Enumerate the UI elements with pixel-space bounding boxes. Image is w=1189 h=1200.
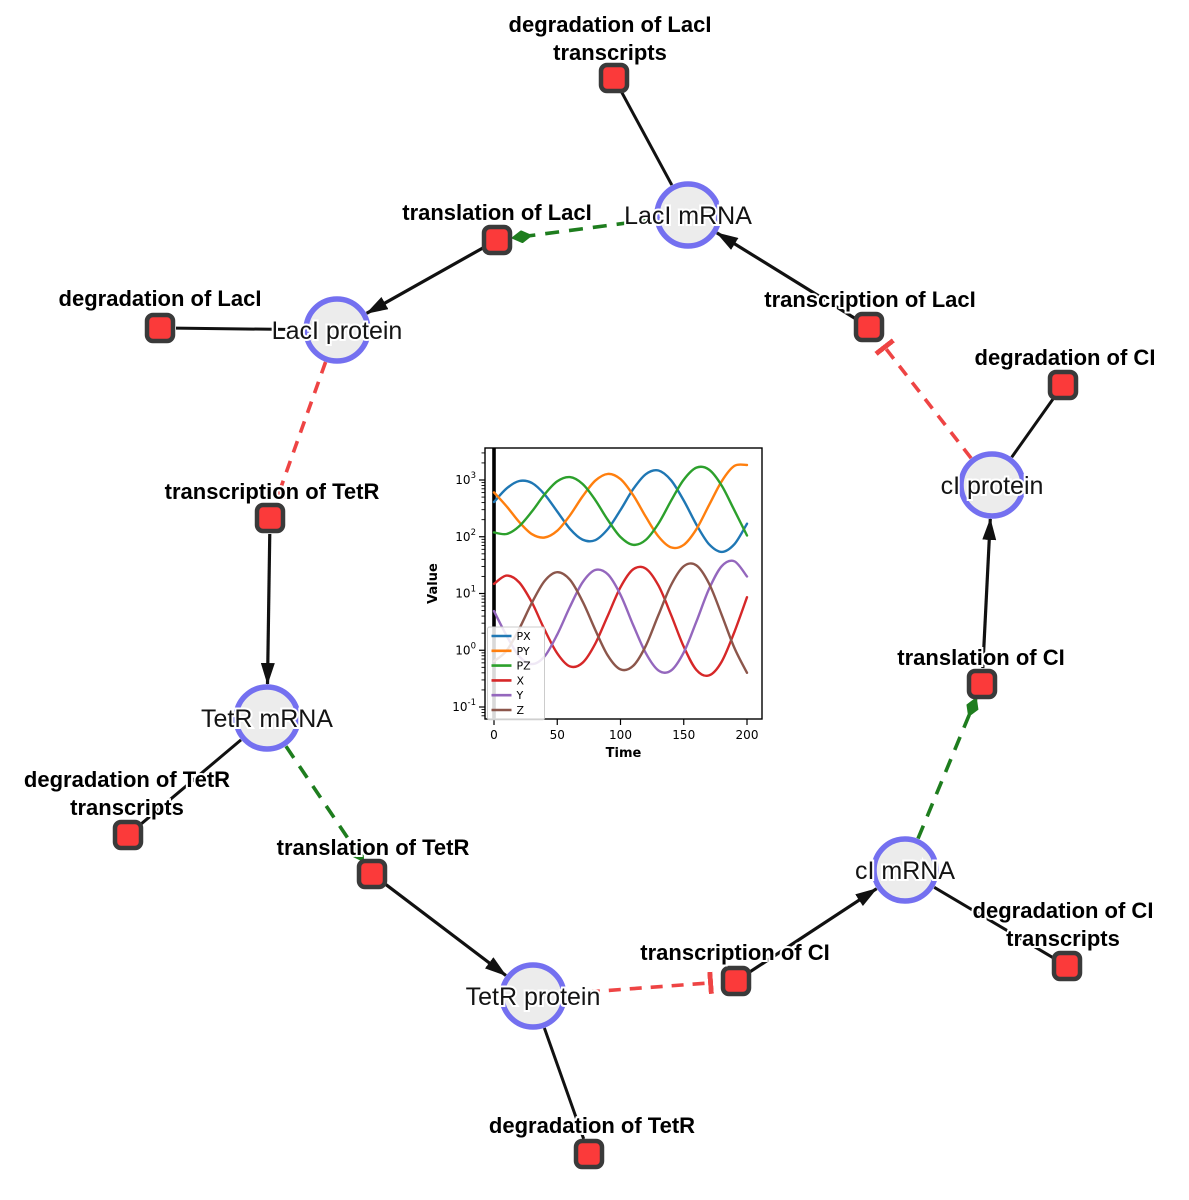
species-node-laci-mrna[interactable] bbox=[654, 181, 722, 249]
species-label-ci-protein: cI protein bbox=[941, 472, 1044, 500]
edge-inhibition-laci-protein-to-transcription-of-tetr bbox=[267, 361, 328, 501]
reaction-node-translation-of-tetr[interactable] bbox=[356, 858, 388, 890]
chart-legend-label-Z: Z bbox=[517, 704, 525, 717]
edge-production-translation-of-ci-to-ci-protein bbox=[981, 517, 997, 669]
chart-xtick-150: 150 bbox=[672, 728, 695, 742]
chart-ylabel: Value bbox=[426, 563, 441, 604]
reaction-label-translation-of-tetr: translation of TetR bbox=[277, 835, 470, 860]
edge-consumption-tetr-mrna-to-degradation-of-tetr-transcripts bbox=[139, 738, 242, 826]
reaction-node-degradation-of-laci[interactable] bbox=[144, 312, 176, 344]
reaction-node-degradation-of-laci-transcripts[interactable] bbox=[598, 62, 630, 94]
chart-legend-label-X: X bbox=[517, 674, 525, 687]
reaction-label-transcription-of-tetr: transcription of TetR bbox=[165, 479, 380, 504]
chart-xtick-100: 100 bbox=[609, 728, 632, 742]
reaction-label-degradation-of-tetr: degradation of TetR bbox=[489, 1113, 695, 1138]
chart-series-X bbox=[492, 565, 749, 678]
reaction-node-degradation-of-ci-transcripts[interactable] bbox=[1051, 950, 1083, 982]
species-label-ci-mrna: cI mRNA bbox=[855, 857, 955, 885]
chart-frame bbox=[484, 447, 763, 720]
reaction-node-degradation-of-tetr-transcripts[interactable] bbox=[112, 819, 144, 851]
reaction-label-degradation-of-laci-transcripts-line1: degradation of LacI bbox=[509, 12, 712, 37]
species-node-ci-protein[interactable] bbox=[958, 451, 1026, 519]
chart-legend-label-Y: Y bbox=[516, 689, 524, 702]
edge-production-translation-of-laci-to-laci-protein bbox=[365, 246, 484, 315]
edge-inhibition-tetr-protein-to-transcription-of-ci bbox=[566, 971, 714, 996]
reaction-label-degradation-of-ci-transcripts-line2: transcripts bbox=[1006, 926, 1120, 951]
reaction-label-translation-of-laci: translation of LacI bbox=[402, 200, 591, 225]
species-label-tetr-protein: TetR protein bbox=[466, 983, 601, 1011]
chart-series-PZ bbox=[492, 465, 749, 547]
edge-production-translation-of-tetr-to-tetr-protein bbox=[383, 882, 507, 977]
chart-background bbox=[423, 438, 780, 771]
reaction-node-translation-of-laci[interactable] bbox=[481, 224, 513, 256]
labels-layer: degradation of LacI transcripts translatio… bbox=[22, 10, 1158, 1140]
species-label-laci-protein: LacI protein bbox=[272, 317, 403, 345]
chart-series-PX bbox=[492, 469, 749, 554]
edge-production-transcription-of-laci-to-laci-mrna bbox=[716, 231, 857, 320]
reaction-label-transcription-of-ci: transcription of CI bbox=[640, 940, 829, 965]
chart-legend-label-PZ: PZ bbox=[517, 660, 532, 673]
edge-consumption-laci-mrna-to-degradation-of-laci-transcripts bbox=[620, 91, 674, 186]
reaction-label-degradation-of-tetr-transcripts-line1: degradation of TetR bbox=[24, 767, 230, 792]
chart-legend-label-PY: PY bbox=[517, 645, 530, 658]
chart-xtick-200: 200 bbox=[736, 728, 759, 742]
reaction-label-degradation-of-ci-transcripts-line1: degradation of CI bbox=[973, 898, 1154, 923]
species-label-tetr-mrna: TetR mRNA bbox=[201, 705, 333, 733]
edge-consumption-ci-protein-to-degradation-of-ci bbox=[1010, 397, 1055, 459]
species-node-tetr-mrna[interactable] bbox=[233, 684, 301, 752]
inset-chart: 0 50 100 150 20010310210110010-1TimeValuePXP… bbox=[423, 438, 780, 771]
edge-modifier-ci-mrna-to-translation-of-ci bbox=[916, 696, 979, 840]
reaction-label-degradation-of-laci-transcripts-line2: transcripts bbox=[553, 40, 667, 65]
chart-xtick-0: 0 bbox=[490, 728, 498, 742]
nodes-layer bbox=[112, 62, 1083, 1170]
species-node-tetr-protein[interactable] bbox=[499, 962, 567, 1030]
edge-consumption-ci-mrna-to-degradation-of-ci-transcripts bbox=[933, 886, 1055, 960]
reaction-node-translation-of-ci[interactable] bbox=[966, 668, 998, 700]
species-label-laci-mrna: LacI mRNA bbox=[624, 202, 752, 230]
edge-consumption-tetr-protein-to-degradation-of-tetr bbox=[542, 1027, 586, 1140]
chart-xlabel: Time bbox=[606, 746, 642, 761]
chart-legend-label-PX: PX bbox=[517, 630, 532, 643]
reaction-node-transcription-of-ci[interactable] bbox=[720, 965, 752, 997]
reaction-node-degradation-of-ci[interactable] bbox=[1047, 369, 1079, 401]
chart-xtick-50: 50 bbox=[550, 728, 565, 742]
chart-series-PY bbox=[492, 463, 749, 550]
chart-series-Z bbox=[492, 562, 749, 674]
species-node-laci-protein[interactable] bbox=[303, 296, 371, 364]
edge-consumption-laci-protein-to-degradation-of-laci bbox=[175, 326, 304, 332]
edge-production-transcription-of-tetr-to-tetr-mrna bbox=[260, 533, 275, 686]
reaction-label-degradation-of-tetr-transcripts-line2: transcripts bbox=[70, 795, 184, 820]
reaction-node-degradation-of-tetr[interactable] bbox=[573, 1138, 605, 1170]
reaction-label-transcription-of-laci: transcription of LacI bbox=[764, 287, 975, 312]
species-node-ci-mrna[interactable] bbox=[871, 836, 939, 904]
reaction-label-degradation-of-ci: degradation of CI bbox=[975, 345, 1156, 370]
edges-layer bbox=[139, 91, 1055, 1140]
edge-inhibition-ci-protein-to-transcription-of-laci bbox=[874, 338, 973, 460]
reaction-node-transcription-of-tetr[interactable] bbox=[254, 502, 286, 534]
reaction-label-translation-of-ci: translation of CI bbox=[897, 645, 1064, 670]
edge-production-transcription-of-ci-to-ci-mrna bbox=[748, 887, 878, 974]
reaction-label-degradation-of-laci: degradation of LacI bbox=[59, 286, 262, 311]
reaction-node-transcription-of-laci[interactable] bbox=[853, 311, 885, 343]
